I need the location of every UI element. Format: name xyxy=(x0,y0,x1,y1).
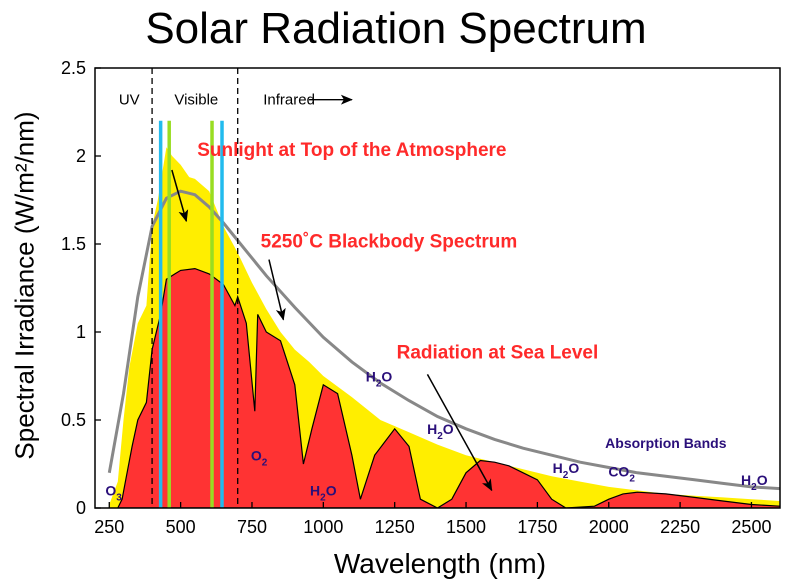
region-label: Visible xyxy=(174,92,218,109)
series-annotation-label: 5250˚C Blackbody Spectrum xyxy=(261,232,518,253)
series-annotation-label: Sunlight at Top of the Atmosphere xyxy=(197,140,506,161)
absorption-band-label: H2O xyxy=(427,421,454,442)
y-tick-label: 2.5 xyxy=(61,58,86,78)
plot-area: 250 500 750 1000 1250 1500 1750 2000 2250 2500 0 0.… xyxy=(61,58,780,537)
y-tick-label: 0 xyxy=(76,498,86,518)
x-tick-label: 500 xyxy=(166,517,196,537)
absorption-band-label: CO2 xyxy=(608,463,635,484)
y-tick-label: 0.5 xyxy=(61,410,86,430)
x-tick-label: 2500 xyxy=(731,517,771,537)
x-tick-label: 1500 xyxy=(446,517,486,537)
x-tick-label: 1000 xyxy=(303,517,343,537)
y-tick-label: 1.5 xyxy=(61,234,86,254)
y-tick-label: 2 xyxy=(76,146,86,166)
annotation-arrow xyxy=(269,260,283,320)
series-annotation-label: Radiation at Sea Level xyxy=(397,342,599,363)
x-tick-label: 250 xyxy=(94,517,124,537)
x-tick-label: 750 xyxy=(237,517,267,537)
x-tick-label: 2000 xyxy=(589,517,629,537)
y-tick-label: 1 xyxy=(76,322,86,342)
absorption-band-label: Absorption Bands xyxy=(605,435,727,451)
absorption-band-label: H2O xyxy=(366,368,393,389)
x-tick-label: 2250 xyxy=(660,517,700,537)
x-tick-label: 1250 xyxy=(375,517,415,537)
x-tick-label: 1750 xyxy=(517,517,557,537)
region-label: UV xyxy=(119,92,140,109)
absorption-band-label: H2O xyxy=(741,472,768,493)
region-label: Infrared xyxy=(263,92,315,109)
